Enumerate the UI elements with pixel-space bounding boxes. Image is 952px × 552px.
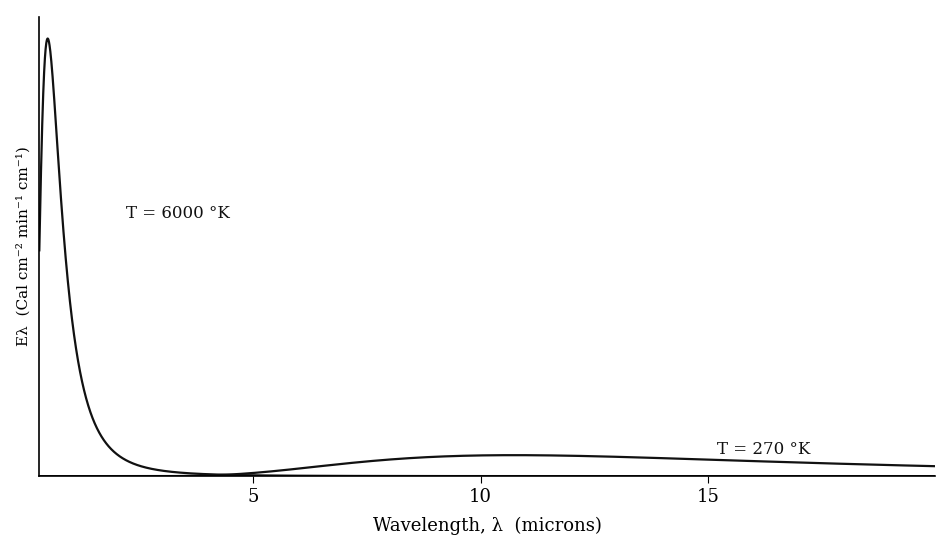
Text: T = 270 °K: T = 270 °K bbox=[717, 442, 810, 458]
X-axis label: Wavelength, λ  (microns): Wavelength, λ (microns) bbox=[373, 517, 602, 535]
Y-axis label: Eλ  (Cal cm⁻² min⁻¹ cm⁻¹): Eλ (Cal cm⁻² min⁻¹ cm⁻¹) bbox=[17, 146, 31, 346]
Text: T = 6000 °K: T = 6000 °K bbox=[126, 205, 229, 222]
